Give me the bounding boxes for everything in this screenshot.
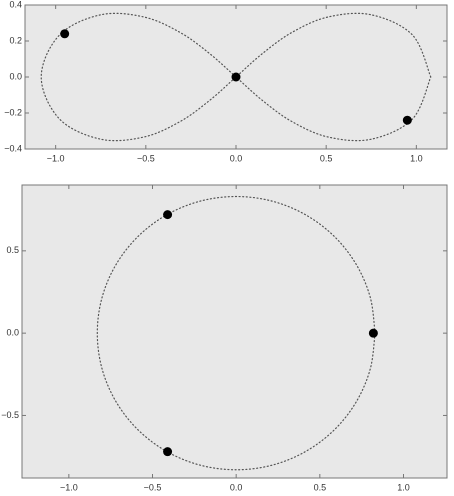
x-tick-label: −0.5 [144,482,162,492]
plot-area [21,184,448,479]
x-tick-label: 0.5 [320,153,333,163]
y-tick-label: 0.0 [6,328,19,338]
x-tick-label: 1.0 [397,482,410,492]
y-tick-label: 0.0 [9,71,22,81]
x-tick-label: −1.0 [47,153,65,163]
x-tick-label: 1.0 [410,153,423,163]
y-tick-label: 0.2 [9,35,22,45]
curve [40,12,432,142]
point [368,328,378,338]
y-tick-label: −0.5 [1,410,19,420]
x-tick-label: −0.5 [137,153,155,163]
x-tick-label: −1.0 [60,482,78,492]
point [402,115,412,125]
y-tick-label: −0.2 [4,107,22,117]
x-tick-label: 0.0 [230,482,243,492]
curve [96,195,376,471]
x-tick-label: 0.0 [230,153,243,163]
point [231,72,241,82]
y-tick-label: 0.5 [6,245,19,255]
y-tick-label: −0.4 [4,143,22,153]
point [60,29,70,39]
y-tick-label: 0.4 [9,0,22,9]
point [163,447,173,457]
x-tick-label: 0.5 [314,482,327,492]
point [163,210,173,220]
